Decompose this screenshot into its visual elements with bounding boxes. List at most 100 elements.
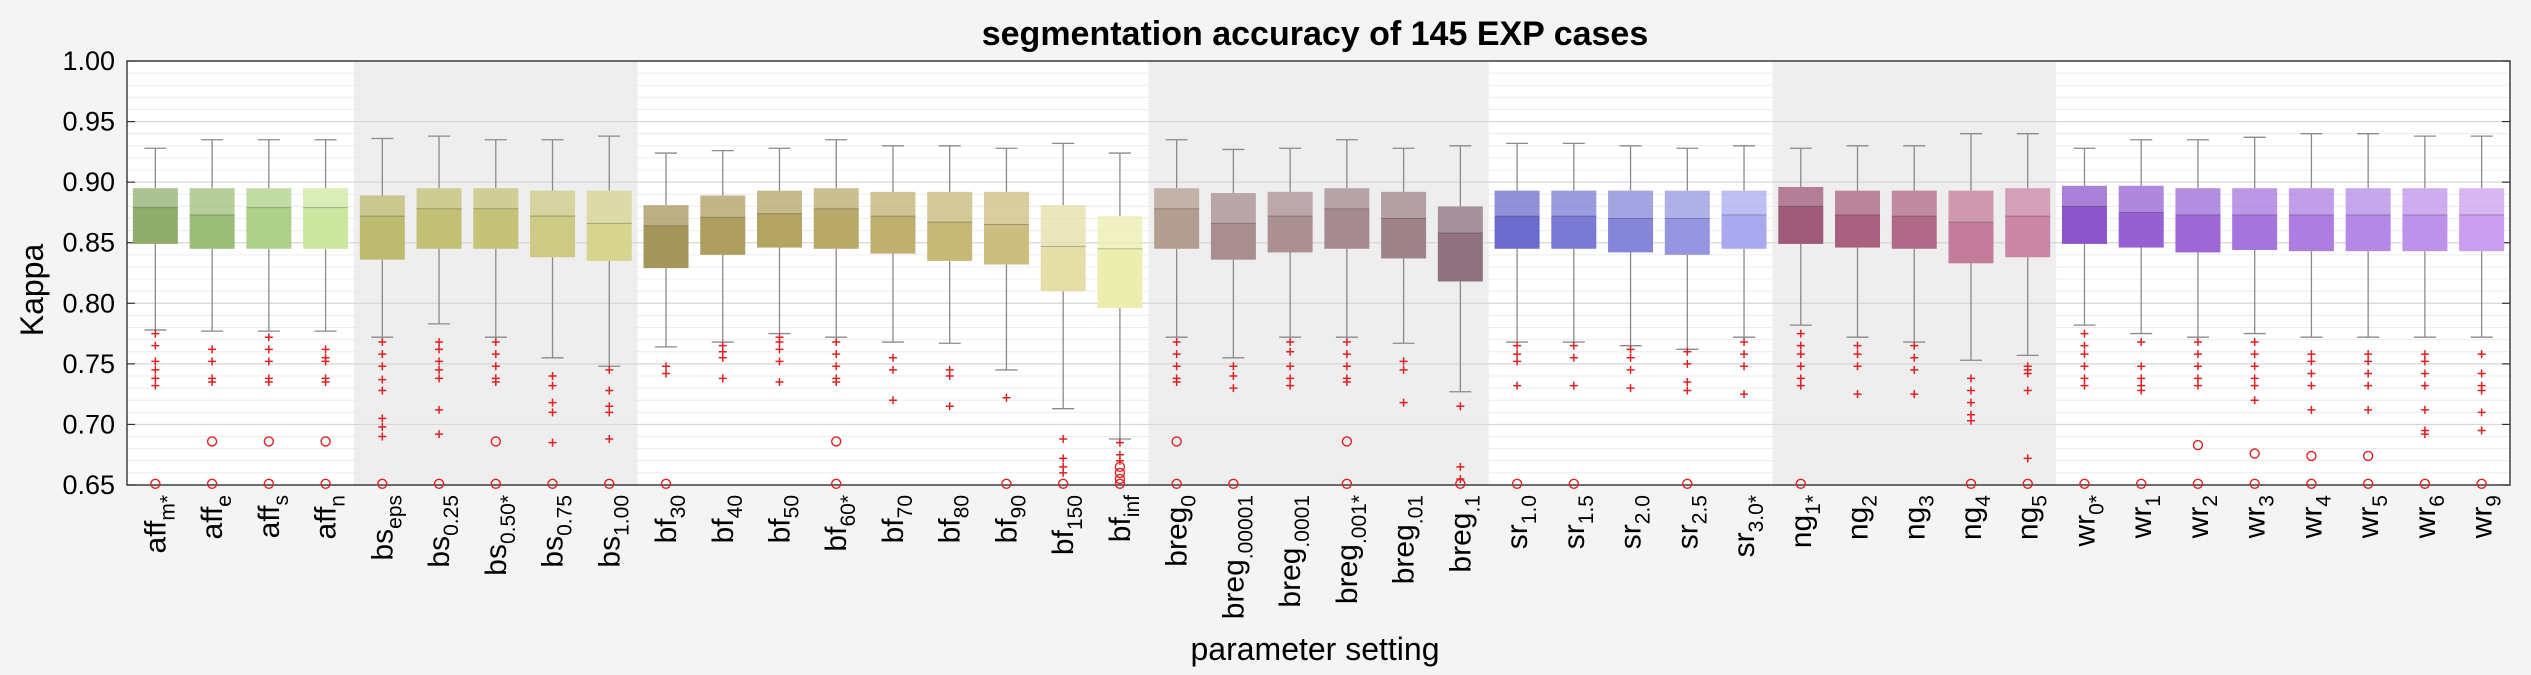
x-tick-label-subscript: 50 [780,495,803,518]
x-tick-label-base: aff [310,506,343,539]
x-tick-label: bf150 [1047,495,1087,555]
outlier-circle [1511,478,1523,489]
outlier-plus [1456,462,1465,471]
x-tick-label-base: ng [1785,515,1818,548]
box-lower-half [870,216,916,254]
x-tick-label: wr5 [2352,495,2392,539]
outlier-plus [1796,381,1805,390]
outlier-circle [2079,478,2090,489]
box-upper-half [246,188,292,208]
box-lower-half [927,222,973,261]
outlier-plus [1910,341,1919,350]
x-tick-label: bs0.50* [480,495,520,576]
outlier-plus [1910,390,1919,399]
x-tick-label-base: wr [2125,507,2158,540]
outlier-plus [435,374,444,383]
outlier-plus [378,350,387,359]
outlier-plus [832,378,841,387]
box-lower-half [2345,214,2391,252]
outlier-plus [1172,362,1181,371]
outlier-plus [1853,362,1862,371]
outlier-circle [2249,448,2260,459]
x-tick-label-subscript: eps [383,495,406,529]
x-tick-label: affe [196,495,236,540]
outlier-plus [2080,329,2089,338]
box-lower-half [246,207,292,249]
outlier-plus [1683,386,1692,395]
outlier-circle [2476,478,2487,489]
x-tick-label-base: bf [990,518,1023,544]
box-lower-half [1494,216,1540,249]
outlier-plus [1229,362,1238,371]
box-lower-half [530,216,576,258]
outlier-plus [888,396,897,405]
outlier-plus [1456,402,1465,411]
x-tick-label: ng1* [1785,495,1825,548]
box-lower-half [1948,222,1994,264]
box-lower-half [1664,218,1710,255]
box-lower-half [1154,208,1200,249]
outlier-plus [945,402,954,411]
outlier-circle [1341,478,1353,489]
outlier-circle [377,478,388,489]
x-tick-label-subscript: 9 [2483,495,2506,507]
outlier-plus [1796,362,1805,371]
outlier-plus [1740,338,1749,347]
outlier-plus [888,365,897,374]
outlier-plus [264,357,273,366]
x-tick-label: sr2.5 [1671,495,1711,549]
x-tick-label-base: ng [1898,507,1931,540]
box-lower-half [1551,216,1597,249]
outlier-circle [1171,478,1182,489]
outlier-plus [2080,374,2089,383]
x-tick-label: breg.001* [1331,495,1371,604]
outlier-plus [1342,338,1351,347]
outlier-plus [1059,468,1068,477]
x-tick-label-subscript: 150 [1064,495,1087,530]
x-tick-label-subscript: 1.0 [1518,495,1541,524]
outlier-plus [1513,357,1522,366]
outlier-plus [718,374,727,383]
x-tick-label-base: wr [2466,507,2499,540]
box-upper-half [189,188,235,215]
outlier-plus [435,357,444,366]
outlier-plus [2420,405,2429,414]
x-tick-label-base: sr [1615,524,1648,549]
group-shading [1148,61,1489,485]
outlier-plus [151,341,160,350]
box-upper-half [2232,188,2278,215]
box-lower-half [2005,216,2051,258]
box-lower-half [303,207,349,249]
outlier-plus [1399,357,1408,366]
outlier-circle [547,478,558,489]
outlier-circle [433,478,445,489]
outlier-plus [264,378,273,387]
x-tick-label-base: bf [1047,529,1080,555]
outlier-plus [2080,341,2089,350]
x-tick-label-subscript: 80 [951,495,974,518]
x-tick-label-subscript: 1.5 [1575,495,1598,524]
outlier-plus [1399,365,1408,374]
outlier-plus [1286,374,1295,383]
box-lower-half [1778,206,1824,244]
outlier-plus [2080,350,2089,359]
outlier-plus [1059,434,1068,443]
x-tick-label-subscript: 1.00 [610,495,633,536]
outlier-plus [775,378,784,387]
outlier-circle [1171,436,1182,447]
x-tick-label: sr2.0 [1615,495,1655,549]
outlier-plus [1966,416,1975,425]
outlier-circle [2192,478,2204,489]
box-upper-half [132,188,178,208]
outlier-plus [548,438,557,447]
outlier-plus [1796,341,1805,350]
box-upper-half [2288,188,2334,215]
box-upper-half [870,191,916,217]
box-upper-half [643,205,689,226]
x-tick-label: wr0* [2068,495,2108,548]
outlier-circle [2362,478,2374,489]
box-lower-half [700,217,746,255]
box-lower-half [2232,214,2278,250]
outlier-plus [2250,396,2259,405]
